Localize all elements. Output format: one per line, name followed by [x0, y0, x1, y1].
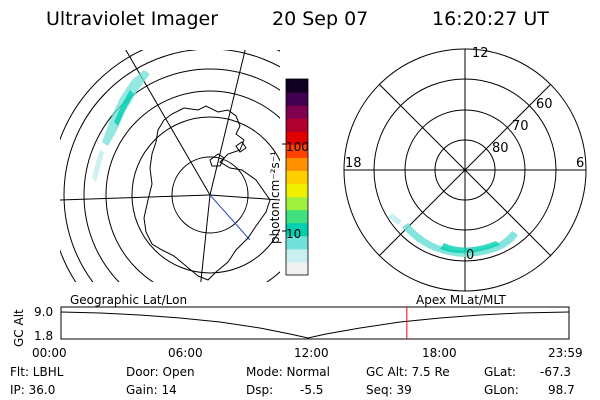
mlat-label-80: 80 — [492, 141, 509, 156]
glat-label: GLat: — [484, 365, 517, 379]
colorbar-step — [286, 157, 308, 171]
colorbar-tick-label: 10 — [286, 227, 302, 241]
aurora-oval-core — [440, 241, 500, 254]
aurora-emission — [92, 150, 104, 182]
glon-label: GLon: — [484, 383, 519, 397]
colorbar-step — [286, 183, 308, 198]
coastline-island — [209, 153, 225, 167]
meridian-line — [60, 194, 211, 201]
mlt-label-6: 6 — [576, 156, 585, 171]
polar-plot — [343, 48, 587, 292]
colorbar-step — [286, 92, 308, 106]
colorbar-step — [286, 196, 308, 211]
aurora-emission — [114, 90, 134, 126]
x-tick-label: 00:00 — [32, 346, 67, 360]
latitude-ring — [171, 156, 249, 234]
instrument-title: Ultraviolet Imager — [46, 8, 219, 30]
colorbar-frame — [285, 78, 309, 276]
altitude-curve — [60, 311, 570, 339]
colorbar — [282, 78, 309, 276]
y-tick-label: 1.8 — [34, 329, 54, 343]
altitude-timeline[interactable] — [60, 306, 572, 342]
glat-value: -67.3 — [540, 365, 572, 379]
door-status: Door: Open — [126, 365, 195, 379]
colorbar-step — [286, 209, 308, 224]
meridian-line — [125, 50, 211, 196]
colorbar-step — [286, 131, 308, 145]
timeline-left-label: Geographic Lat/Lon — [70, 293, 188, 307]
latitude-ring — [63, 50, 280, 282]
mode-value: Mode: Normal — [246, 365, 330, 379]
meridian-line — [209, 50, 246, 196]
mlt-label-18: 18 — [345, 156, 362, 171]
dsp-value: -5.5 — [300, 383, 324, 397]
seq-value: Seq: 39 — [366, 383, 412, 397]
colorbar-step — [286, 79, 308, 93]
mlat-label-60: 60 — [536, 97, 553, 112]
x-tick-label: 12:00 — [294, 346, 329, 360]
x-tick-label: 23:59 — [548, 346, 583, 360]
meridian-line — [209, 194, 280, 201]
colorbar-step — [286, 248, 308, 263]
antarctica-coastline — [143, 105, 271, 281]
filter-value: Flt: LBHL — [10, 365, 64, 379]
gc-alt-value: GC Alt: 7.5 Re — [366, 365, 450, 379]
gain-value: Gain: 14 — [126, 383, 177, 397]
latitude-ring — [105, 90, 280, 282]
timeline-frame — [60, 306, 570, 340]
dsp-label: Dsp: — [246, 383, 274, 397]
mlt-label-12: 12 — [472, 46, 489, 61]
latitude-ring — [131, 116, 280, 274]
colorbar-scale — [286, 79, 308, 276]
glon-value: 98.7 — [548, 383, 575, 397]
colorbar-step — [286, 235, 308, 250]
time-label: 16:20:27 UT — [432, 8, 549, 30]
latitude-ring — [83, 68, 280, 282]
colorbar-unit-label: photon cm⁻²s⁻¹ — [268, 151, 282, 244]
colorbar-step — [286, 118, 308, 132]
geographic-map — [60, 50, 280, 282]
colorbar-step — [286, 170, 308, 185]
meridian-line — [200, 194, 211, 282]
timeline-right-label: Apex MLat/MLT — [416, 293, 506, 307]
aurora-oval-faint — [388, 213, 402, 225]
colorbar-step — [286, 222, 308, 237]
ip-value: IP: 36.0 — [10, 383, 56, 397]
y-tick-label: 9.0 — [34, 305, 54, 319]
x-tick-label: 18:00 — [422, 346, 457, 360]
meridian-line — [209, 194, 251, 241]
date-label: 20 Sep 07 — [272, 8, 369, 30]
colorbar-step — [286, 261, 308, 276]
colorbar-step — [286, 105, 308, 119]
x-tick-label: 06:00 — [168, 346, 203, 360]
colorbar-step — [286, 144, 308, 158]
colorbar-tick-label: 100 — [286, 140, 309, 154]
mlat-label-70: 70 — [512, 119, 529, 134]
timeline-axis-label: GC Alt — [12, 309, 26, 347]
coastline-island — [235, 141, 247, 153]
mlt-label-0: 0 — [466, 248, 475, 263]
